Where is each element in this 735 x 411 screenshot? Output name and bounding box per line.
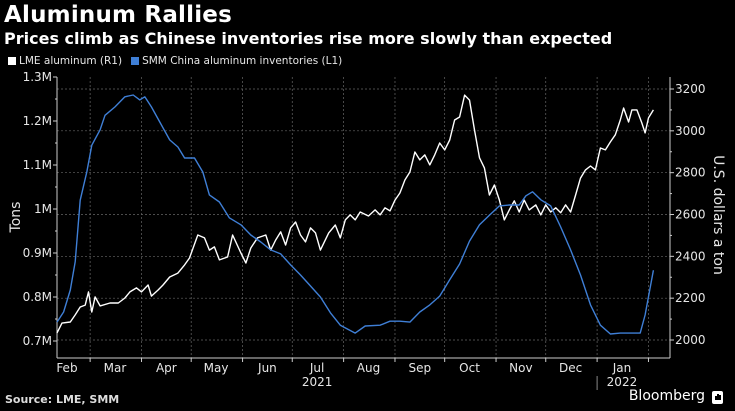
y-right-tick-label: 3200 <box>675 82 706 96</box>
legend-swatch-lme <box>8 57 16 65</box>
series-line-lme-aluminum <box>56 94 654 334</box>
y-right-tick-label: 3000 <box>675 124 706 138</box>
grid-lines <box>57 77 670 358</box>
y-right-tick-label: 2000 <box>675 333 706 347</box>
x-month-label: Apr <box>156 361 177 375</box>
legend-label-lme: LME aluminum (R1) <box>19 55 123 67</box>
y-left-tick-label: 1.3M <box>23 70 52 84</box>
x-month-label: Aug <box>357 361 380 375</box>
y-left-tick-label: 1.1M <box>23 158 52 172</box>
x-month-label: Oct <box>459 361 480 375</box>
x-month-label: May <box>204 361 229 375</box>
x-month-label: Sep <box>409 361 432 375</box>
y-right-axis-title: U.S. dollars a ton <box>710 155 726 275</box>
y-left-tick-label: 1.2M <box>23 114 52 128</box>
x-month-label: Mar <box>104 361 127 375</box>
legend-swatch-smm <box>131 57 140 65</box>
source-note: Source: LME, SMM <box>5 393 120 406</box>
bloomberg-logo-icon <box>712 391 723 404</box>
bloomberg-brand: Bloomberg <box>628 388 705 404</box>
series-line-smm-inventories <box>56 94 655 335</box>
y-right-tick-label: 2800 <box>675 166 706 180</box>
x-month-label: Jul <box>309 361 324 375</box>
chart-subtitle: Prices climb as Chinese inventories rise… <box>4 29 613 48</box>
chart-title: Aluminum Rallies <box>4 2 233 28</box>
legend-item-lme: LME aluminum (R1) <box>8 55 122 67</box>
y-left-axis-title: Tons <box>8 202 24 234</box>
y-right-tick-label: 2600 <box>675 208 706 222</box>
axis-labels: 0.7M 0.8M 0.9M 1M 1.1M 1.2M 1.3M 2000 2200 2400 26… <box>8 70 726 389</box>
y-left-tick-label: 0.8M <box>23 290 52 304</box>
y-left-tick-label: 0.7M <box>23 334 52 348</box>
y-right-tick-label: 2200 <box>675 291 706 305</box>
x-month-label: Jan <box>612 361 632 375</box>
legend-item-smm: SMM China aluminum inventories (L1) <box>131 55 342 67</box>
x-month-label: Feb <box>56 361 77 375</box>
series-lines <box>56 94 655 335</box>
axes <box>53 76 674 390</box>
y-left-tick-label: 0.9M <box>23 246 52 260</box>
x-year-label: 2022 <box>607 375 638 389</box>
y-left-tick-label: 1M <box>34 202 52 216</box>
x-month-label: Dec <box>559 361 582 375</box>
x-month-label: Jun <box>257 361 277 375</box>
legend-label-smm: SMM China aluminum inventories (L1) <box>142 55 343 67</box>
x-year-label: 2021 <box>302 375 333 389</box>
legend: LME aluminum (R1) SMM China aluminum inv… <box>8 55 351 67</box>
y-right-tick-label: 2400 <box>675 249 706 263</box>
x-month-label: Nov <box>509 361 532 375</box>
